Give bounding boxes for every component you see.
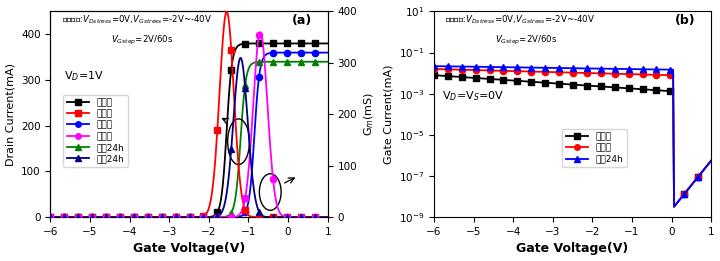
Text: $V_{Gstep}$=2V/60s: $V_{Gstep}$=2V/60s [112,34,174,47]
Text: 应力条件:$V_{Dstress}$=0V,$V_{Gstress}$=-2V~-40V: 应力条件:$V_{Dstress}$=0V,$V_{Gstress}$=-2V~… [445,14,595,26]
Text: (a): (a) [292,14,312,27]
Text: (b): (b) [675,14,696,27]
Text: $V_{Gstep}$=2V/60s: $V_{Gstep}$=2V/60s [495,34,557,47]
X-axis label: Gate Voltage(V): Gate Voltage(V) [133,242,246,256]
Legend: 应力前, 应力前, 应力后, 应力后, 静置24h, 静置24h: 应力前, 应力前, 应力后, 应力后, 静置24h, 静置24h [63,94,128,167]
Text: V$_D$=V$_S$=0V: V$_D$=V$_S$=0V [442,90,505,103]
Y-axis label: Gate Current(mA): Gate Current(mA) [383,64,393,164]
Y-axis label: G$_m$(mS): G$_m$(mS) [363,92,376,137]
Legend: 应力前, 应力后, 静置24h: 应力前, 应力后, 静置24h [562,129,627,167]
Text: 应力条件:$V_{Dstress}$=0V,$V_{Gstress}$=-2V~-40V: 应力条件:$V_{Dstress}$=0V,$V_{Gstress}$=-2V~… [61,14,212,26]
Text: V$_D$=1V: V$_D$=1V [64,69,104,83]
X-axis label: Gate Voltage(V): Gate Voltage(V) [516,242,629,256]
Y-axis label: Drain Current(mA): Drain Current(mA) [6,63,16,166]
